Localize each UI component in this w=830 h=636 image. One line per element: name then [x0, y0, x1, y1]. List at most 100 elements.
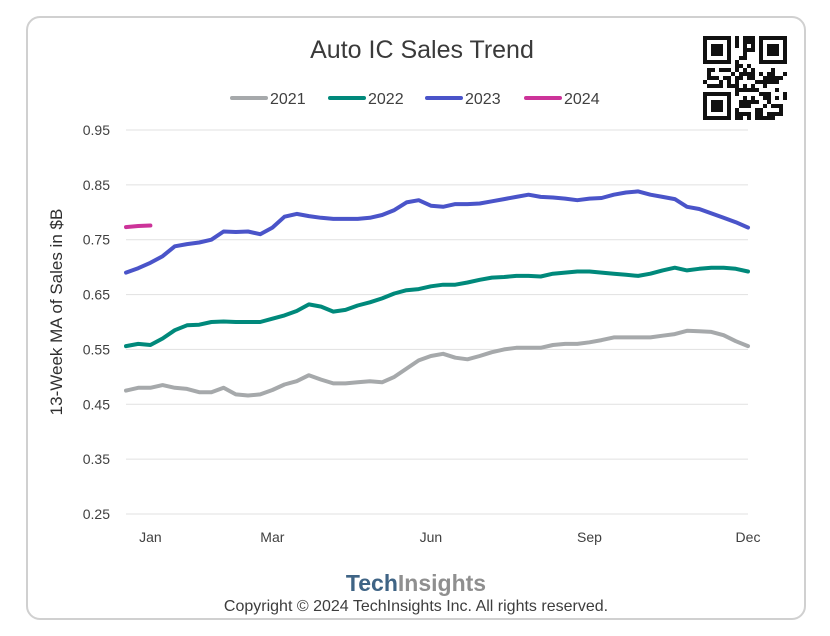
- qr-module: [715, 52, 719, 56]
- qr-module: [747, 48, 751, 52]
- y-tick-label: 0.85: [83, 177, 110, 193]
- qr-module: [739, 64, 743, 68]
- qr-module: [771, 72, 775, 76]
- x-tick-label: Dec: [736, 529, 761, 545]
- qr-module: [727, 108, 731, 112]
- x-tick-label: Jun: [420, 529, 443, 545]
- legend-label-2023: 2023: [465, 91, 501, 108]
- qr-module: [767, 48, 771, 52]
- techinsights-logo: TechInsights: [346, 570, 486, 596]
- x-tick-label: Mar: [260, 529, 284, 545]
- qr-module: [783, 40, 787, 44]
- y-tick-label: 0.65: [83, 287, 110, 303]
- qr-module: [759, 36, 763, 40]
- qr-module: [735, 88, 739, 92]
- qr-module: [751, 48, 755, 52]
- qr-module: [727, 96, 731, 100]
- qr-module: [775, 112, 779, 116]
- qr-module: [779, 112, 783, 116]
- qr-module: [703, 112, 707, 116]
- qr-module: [735, 36, 739, 40]
- qr-module: [703, 80, 707, 84]
- qr-module: [711, 76, 715, 80]
- qr-code[interactable]: [701, 34, 789, 122]
- qr-module: [755, 108, 759, 112]
- qr-module: [711, 104, 715, 108]
- qr-module: [775, 44, 779, 48]
- y-tick-label: 0.35: [83, 451, 110, 467]
- qr-module: [751, 76, 755, 80]
- qr-module: [743, 96, 747, 100]
- qr-module: [775, 96, 779, 100]
- qr-module: [735, 112, 739, 116]
- qr-module: [751, 72, 755, 76]
- qr-module: [759, 92, 763, 96]
- logo-insights: Insights: [398, 570, 486, 596]
- qr-module: [771, 104, 775, 108]
- qr-module: [767, 72, 771, 76]
- qr-module: [715, 104, 719, 108]
- qr-module: [783, 52, 787, 56]
- qr-module: [719, 60, 723, 64]
- qr-module: [759, 60, 763, 64]
- x-axis-ticks: Jan Mar Jun Sep Dec: [139, 529, 760, 545]
- qr-module: [719, 44, 723, 48]
- legend-label-2021: 2021: [270, 91, 306, 108]
- qr-module: [723, 68, 727, 72]
- qr-module: [711, 36, 715, 40]
- qr-module: [735, 108, 739, 112]
- qr-module: [763, 116, 767, 120]
- qr-module: [751, 40, 755, 44]
- qr-module: [743, 68, 747, 72]
- qr-module: [739, 56, 743, 60]
- qr-module: [763, 96, 767, 100]
- qr-module: [707, 36, 711, 40]
- qr-module: [771, 48, 775, 52]
- qr-module: [727, 60, 731, 64]
- qr-module: [763, 84, 767, 88]
- qr-module: [747, 72, 751, 76]
- qr-module: [727, 92, 731, 96]
- qr-module: [771, 112, 775, 116]
- qr-module: [723, 60, 727, 64]
- qr-module: [759, 108, 763, 112]
- qr-module: [707, 92, 711, 96]
- qr-module: [775, 80, 779, 84]
- qr-module: [743, 112, 747, 116]
- qr-module: [763, 60, 767, 64]
- qr-module: [739, 100, 743, 104]
- qr-module: [727, 112, 731, 116]
- qr-module: [783, 60, 787, 64]
- qr-module: [747, 76, 751, 80]
- qr-module: [731, 84, 735, 88]
- qr-module: [759, 44, 763, 48]
- qr-module: [711, 60, 715, 64]
- qr-module: [727, 44, 731, 48]
- qr-module: [727, 116, 731, 120]
- qr-module: [715, 36, 719, 40]
- qr-module: [711, 108, 715, 112]
- qr-module: [751, 84, 755, 88]
- qr-module: [767, 36, 771, 40]
- qr-module: [763, 80, 767, 84]
- qr-module: [727, 80, 731, 84]
- qr-module: [727, 36, 731, 40]
- qr-module: [703, 108, 707, 112]
- qr-module: [735, 80, 739, 84]
- qr-module: [743, 72, 747, 76]
- qr-module: [743, 36, 747, 40]
- qr-module: [779, 104, 783, 108]
- qr-module: [703, 44, 707, 48]
- qr-module: [727, 76, 731, 80]
- x-tick-label: Sep: [577, 529, 602, 545]
- qr-module: [735, 116, 739, 120]
- qr-module: [703, 40, 707, 44]
- qr-module: [755, 112, 759, 116]
- qr-module: [739, 88, 743, 92]
- qr-module: [775, 36, 779, 40]
- qr-module: [715, 48, 719, 52]
- qr-module: [771, 68, 775, 72]
- qr-module: [775, 48, 779, 52]
- qr-module: [723, 92, 727, 96]
- qr-module: [743, 84, 747, 88]
